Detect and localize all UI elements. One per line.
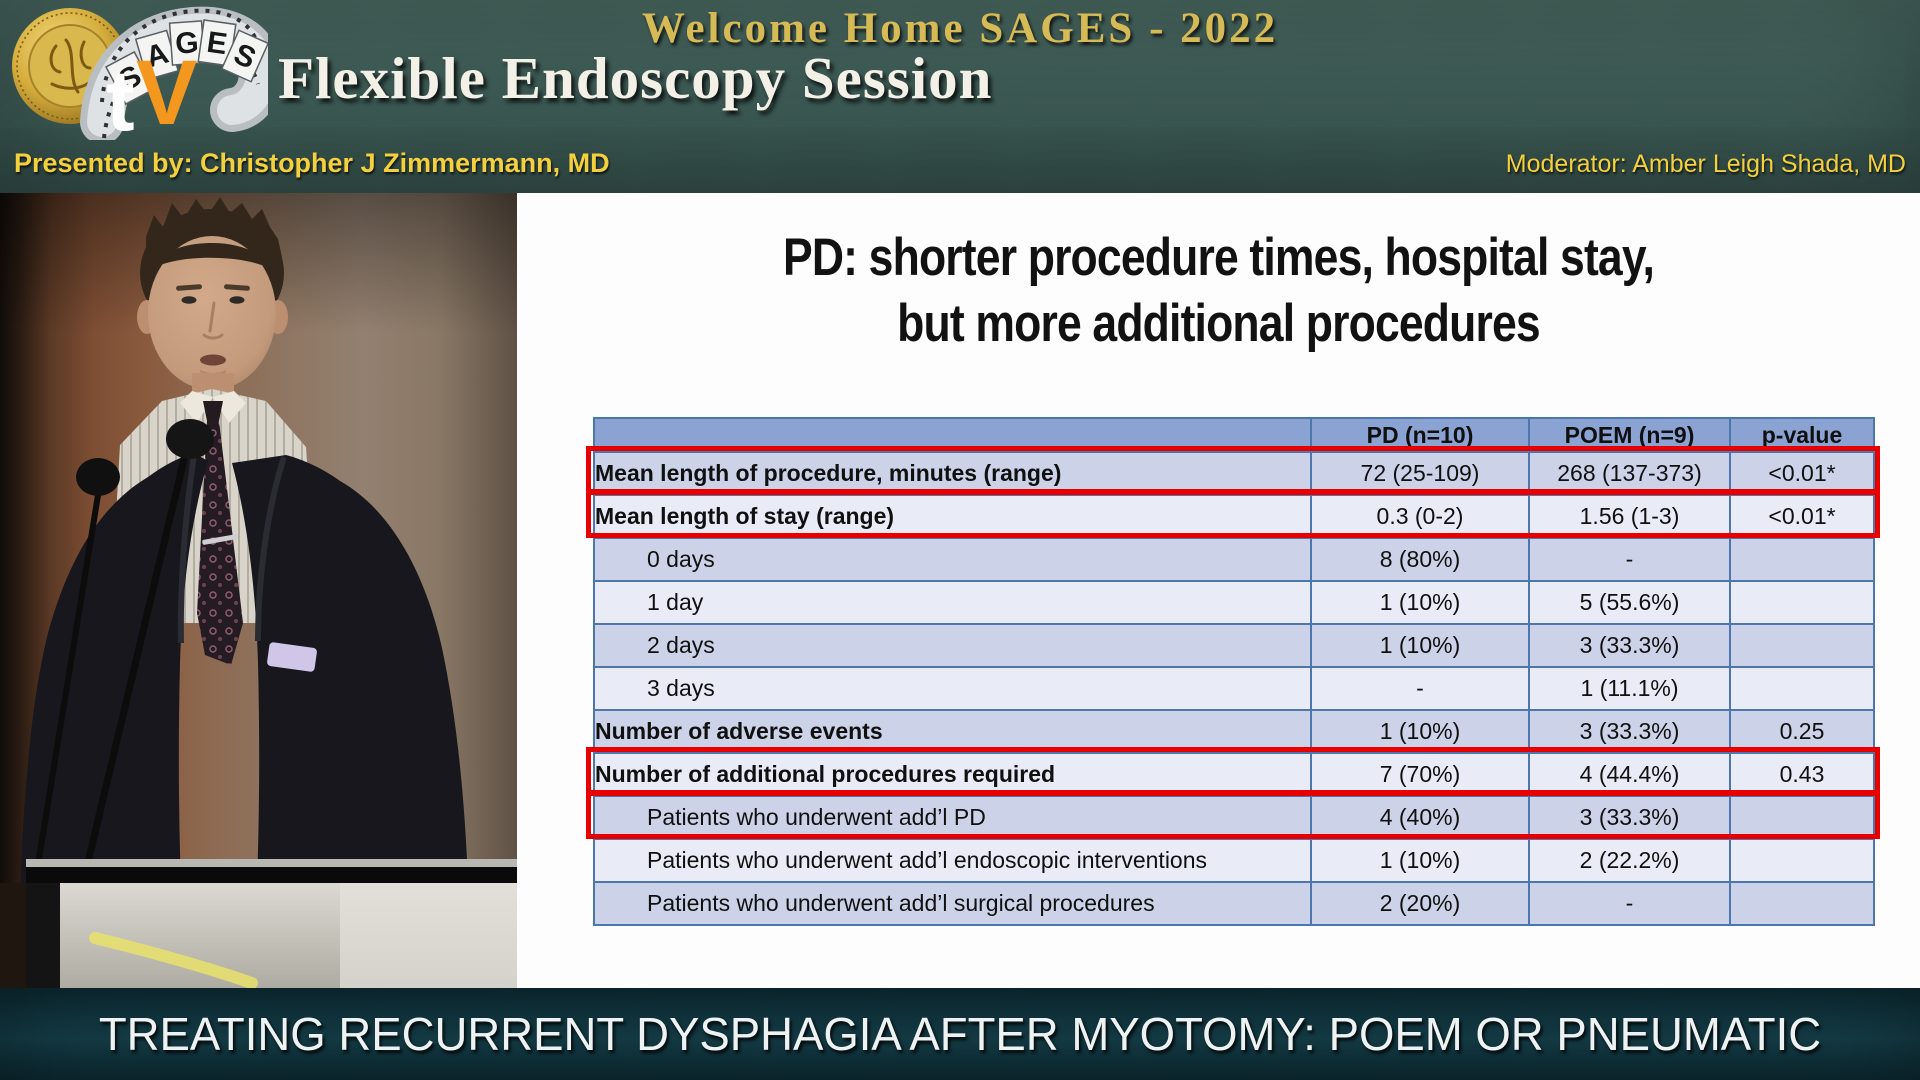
- row-label: Number of additional procedures required: [593, 752, 1312, 797]
- cell-pvalue: 0.25: [1729, 709, 1875, 754]
- row-label: 2 days: [593, 623, 1312, 668]
- table-row: 1 day 1 (10%) 5 (55.6%): [593, 580, 1875, 625]
- table-row: Mean length of stay (range) 0.3 (0-2) 1.…: [593, 494, 1875, 539]
- cell-poem: 3 (33.3%): [1528, 795, 1731, 840]
- header-bar: S A G E S t V Welcome Home SAGES - 2022 …: [0, 0, 1920, 193]
- cell-pvalue: [1729, 881, 1875, 926]
- table-row: Number of additional procedures required…: [593, 752, 1875, 797]
- col-header-blank: [593, 417, 1312, 453]
- podium-marking: [89, 932, 258, 988]
- presenter-illustration: [0, 193, 517, 988]
- cell-pd: 72 (25-109): [1310, 451, 1530, 496]
- name-badge: [267, 642, 317, 672]
- event-title: Welcome Home SAGES - 2022: [641, 5, 1279, 52]
- shirt-collar: [180, 391, 246, 423]
- table-row: Patients who underwent add’l surgical pr…: [593, 881, 1875, 926]
- lower-third-title: TREATING RECURRENT DYSPHAGIA AFTER MYOTO…: [98, 1008, 1822, 1060]
- table-row: Patients who underwent add’l endoscopic …: [593, 838, 1875, 883]
- sages-tv-logo: S A G E S t V: [12, 6, 268, 140]
- table-row: Number of adverse events 1 (10%) 3 (33.3…: [593, 709, 1875, 754]
- podium: [0, 859, 517, 988]
- row-label: 3 days: [593, 666, 1312, 711]
- cell-pvalue: [1729, 580, 1875, 625]
- presenter-video-feed: [0, 193, 517, 988]
- cell-poem: 2 (22.2%): [1528, 838, 1731, 883]
- presenter-face: [148, 236, 276, 390]
- table-row: Mean length of procedure, minutes (range…: [593, 451, 1875, 496]
- presenter-suit: [18, 453, 470, 988]
- cell-poem: 1.56 (1-3): [1528, 494, 1731, 539]
- cell-pd: 2 (20%): [1310, 881, 1530, 926]
- moderator-credit: Moderator: Amber Leigh Shada, MD: [1505, 150, 1906, 178]
- row-label: Patients who underwent add’l endoscopic …: [593, 838, 1312, 883]
- cell-pd: 4 (40%): [1310, 795, 1530, 840]
- cell-pd: 1 (10%): [1310, 580, 1530, 625]
- logo-letter: G: [174, 26, 200, 61]
- cell-pd: 1 (10%): [1310, 838, 1530, 883]
- film-strip-icon: S A G E S t V: [80, 6, 268, 140]
- session-title: Flexible Endoscopy Session: [278, 45, 993, 111]
- lower-third-banner: TREATING RECURRENT DYSPHAGIA AFTER MYOTO…: [0, 988, 1920, 1080]
- cell-poem: 268 (137-373): [1528, 451, 1731, 496]
- cell-pvalue: <0.01*: [1729, 494, 1875, 539]
- row-label: Patients who underwent add’l PD: [593, 795, 1312, 840]
- cell-pvalue: [1729, 838, 1875, 883]
- cell-poem: -: [1528, 881, 1731, 926]
- row-label: Mean length of procedure, minutes (range…: [593, 451, 1312, 496]
- col-header-poem: POEM (n=9): [1528, 417, 1731, 453]
- cell-pd: 7 (70%): [1310, 752, 1530, 797]
- cell-pvalue: [1729, 537, 1875, 582]
- cell-pd: -: [1310, 666, 1530, 711]
- row-label: 0 days: [593, 537, 1312, 582]
- logo-tv-v: V: [136, 42, 197, 140]
- row-label: Patients who underwent add’l surgical pr…: [593, 881, 1312, 926]
- row-label: Number of adverse events: [593, 709, 1312, 754]
- tie-clip: [202, 534, 238, 545]
- cell-pd: 1 (10%): [1310, 709, 1530, 754]
- table-row: 0 days 8 (80%) -: [593, 537, 1875, 582]
- cell-poem: 1 (11.1%): [1528, 666, 1731, 711]
- cell-pvalue: [1729, 623, 1875, 668]
- cell-pd: 0.3 (0-2): [1310, 494, 1530, 539]
- slide-title: PD: shorter procedure times, hospital st…: [517, 225, 1920, 357]
- slide-title-line2: but more additional procedures: [897, 294, 1541, 353]
- slide-title-line1: PD: shorter procedure times, hospital st…: [782, 228, 1655, 287]
- results-table: PD (n=10) POEM (n=9) p-value Mean length…: [586, 417, 1880, 927]
- cell-pd: 8 (80%): [1310, 537, 1530, 582]
- presenter-credit: Presented by: Christopher J Zimmermann, …: [14, 148, 610, 178]
- col-header-pd: PD (n=10): [1310, 417, 1530, 453]
- cell-poem: 4 (44.4%): [1528, 752, 1731, 797]
- row-label: Mean length of stay (range): [593, 494, 1312, 539]
- cell-pvalue: [1729, 666, 1875, 711]
- table-row: Patients who underwent add’l PD 4 (40%) …: [593, 795, 1875, 840]
- row-label: 1 day: [593, 580, 1312, 625]
- logo-tv-t: t: [106, 53, 135, 140]
- presenter-tie: [197, 401, 243, 665]
- cell-poem: 5 (55.6%): [1528, 580, 1731, 625]
- cell-pvalue: [1729, 795, 1875, 840]
- logo-letter: E: [205, 26, 229, 61]
- table-row: 2 days 1 (10%) 3 (33.3%): [593, 623, 1875, 668]
- cell-poem: -: [1528, 537, 1731, 582]
- table-row: 3 days - 1 (11.1%): [593, 666, 1875, 711]
- presentation-slide: PD: shorter procedure times, hospital st…: [517, 193, 1920, 988]
- table-header-row: PD (n=10) POEM (n=9) p-value: [593, 417, 1875, 453]
- cell-poem: 3 (33.3%): [1528, 709, 1731, 754]
- cell-pvalue: <0.01*: [1729, 451, 1875, 496]
- cell-pd: 1 (10%): [1310, 623, 1530, 668]
- cell-poem: 3 (33.3%): [1528, 623, 1731, 668]
- col-header-pvalue: p-value: [1729, 417, 1875, 453]
- cell-pvalue: 0.43: [1729, 752, 1875, 797]
